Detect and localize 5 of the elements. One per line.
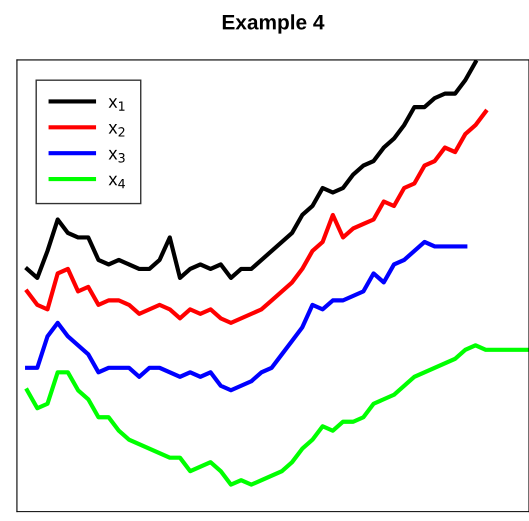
legend-label: x$_{4}$ bbox=[108, 176, 125, 188]
legend-label: x$_{2}$ bbox=[108, 124, 124, 137]
chart-title: Example 4 bbox=[222, 14, 324, 34]
legend-label: x$_{3}$ bbox=[108, 150, 125, 163]
legend-label: x$_{1}$ bbox=[108, 98, 124, 111]
